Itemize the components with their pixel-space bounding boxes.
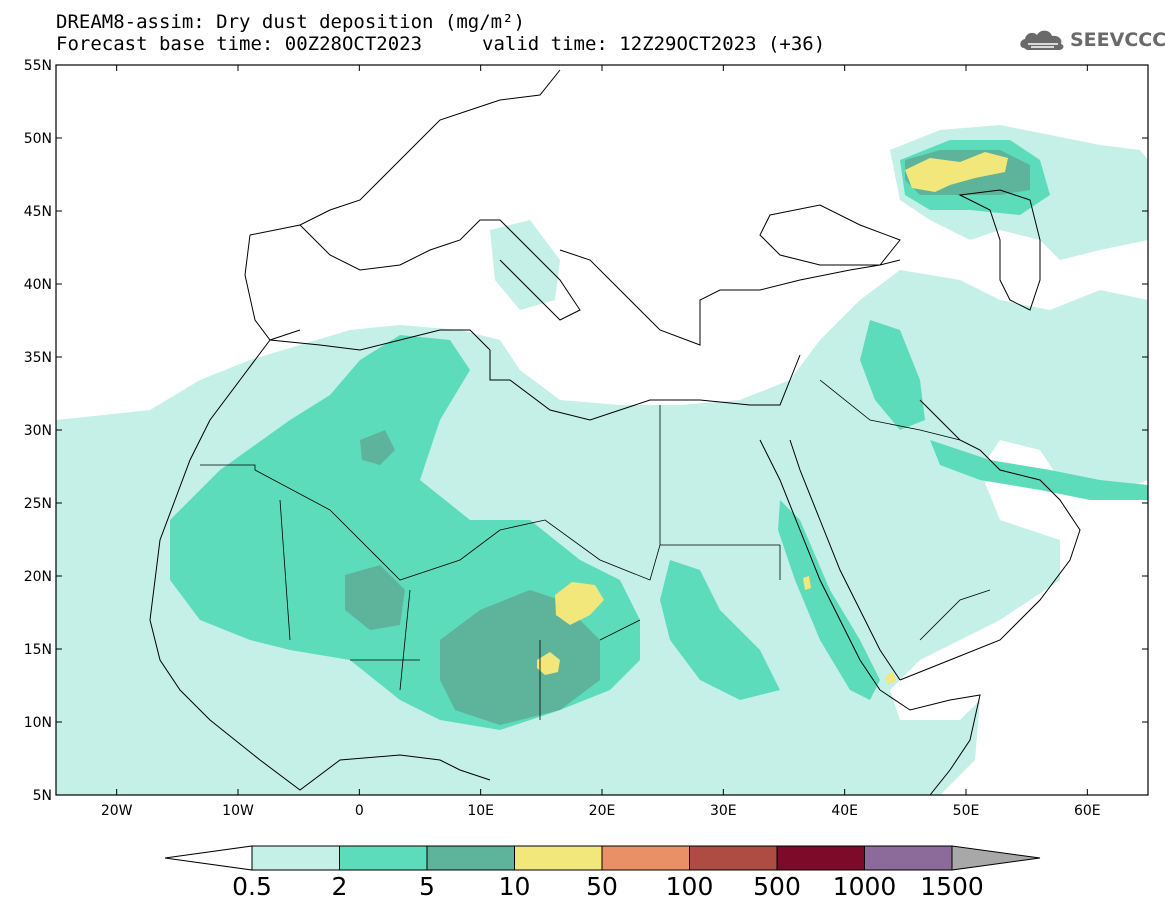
lon-tick-label: 60E <box>1074 803 1101 819</box>
colorbar-label: 50 <box>586 872 618 901</box>
colorbar-swatch <box>339 845 428 871</box>
coastline-west-africa <box>149 339 491 791</box>
lon-tick-label: 10W <box>222 803 254 819</box>
colorbar-swatch <box>689 845 778 871</box>
map-title: DREAM8-assim: Dry dust deposition (mg/m²… <box>56 11 525 33</box>
colorbar-under-triangle <box>164 845 253 871</box>
dust-region-light-atlantic <box>56 495 190 565</box>
dust-region-yellow-chad <box>537 652 560 675</box>
dust-region-dark-niger <box>345 565 405 630</box>
lat-tick-label: 25N <box>24 496 52 512</box>
lat-tick-label: 15N <box>24 642 52 658</box>
colorbar-swatch <box>601 845 690 871</box>
lon-tick-label: 10E <box>467 803 494 819</box>
lon-tick-label: 40E <box>831 803 858 819</box>
coastline-north-africa <box>269 329 801 421</box>
valid-time: valid time: 12Z29OCT2023 (+36) <box>482 33 826 55</box>
colorbar-swatch <box>514 845 603 871</box>
colorbar-label: 10 <box>498 872 531 901</box>
dust-region-mid-iraq <box>860 320 925 430</box>
lat-tick-label: 40N <box>24 277 52 293</box>
colorbar-label: 1000 <box>832 872 897 901</box>
cloud-icon <box>1020 30 1064 50</box>
lat-tick-label: 35N <box>24 350 52 366</box>
coastlines-and-borders <box>149 69 1081 795</box>
forecast-base-time: Forecast base time: 00Z28OCT2023 <box>56 33 423 55</box>
dust-region-dark-algeria <box>360 430 395 465</box>
colorbar <box>164 845 1041 871</box>
dust-region-yellow-sudan <box>803 576 811 590</box>
lat-tick-label: 5N <box>33 788 52 804</box>
lon-tick-label: 20W <box>101 803 133 819</box>
dust-region-dark-chad <box>440 590 600 725</box>
dust-region-mid-east-sudan <box>660 560 780 700</box>
dust-region-yellow-caspian <box>905 152 1008 192</box>
dust-region-yellow-tibesti <box>555 582 604 625</box>
colorbar-label: 2 <box>331 872 348 901</box>
colorbar-swatch <box>776 845 865 871</box>
colorbar-label: 1500 <box>920 872 984 901</box>
seevccc-logo: SEEVCCC <box>1018 26 1165 56</box>
coastline-red-sea <box>759 439 901 691</box>
lat-tick-label: 20N <box>24 569 52 585</box>
coastline-europe <box>244 69 901 346</box>
lat-tick-label: 10N <box>24 715 52 731</box>
lat-tick-label: 45N <box>24 204 52 220</box>
lon-tick-label: 50E <box>953 803 980 819</box>
lat-tick-label: 55N <box>24 58 52 74</box>
longitude-axis: 20W 10W 0 10E 20E 30E 40E 50E 60E <box>101 65 1101 819</box>
dust-region-mid-gulf <box>930 440 1148 500</box>
latitude-axis: 55N 50N 45N 40N 35N 30N 25N 20N 15N 10N 5N <box>24 58 1148 804</box>
colorbar-label: 0.5 <box>232 872 272 901</box>
coastline-caspian <box>958 189 1041 311</box>
coastline-black-sea <box>759 204 901 266</box>
colorbar-label: 5 <box>419 872 435 901</box>
coastline-horn <box>879 689 981 795</box>
colorbar-label: 100 <box>665 872 714 901</box>
dust-region-yellow-yemen <box>885 672 896 684</box>
colorbar-label: 500 <box>753 872 801 901</box>
lon-tick-label: 20E <box>589 803 616 819</box>
logo-text: SEEVCCC <box>1070 29 1165 51</box>
colorbar-swatch <box>426 845 515 871</box>
colorbar-swatch <box>864 845 953 871</box>
dust-field <box>56 125 1148 795</box>
colorbar-over-triangle <box>951 845 1041 871</box>
lon-tick-label: 30E <box>710 803 737 819</box>
political-borders <box>200 379 991 720</box>
lon-tick-label: 0 <box>355 803 364 819</box>
dust-region-light-italy <box>490 220 560 310</box>
lat-tick-label: 50N <box>24 131 52 147</box>
colorbar-swatch <box>251 845 340 871</box>
lat-tick-label: 30N <box>24 423 52 439</box>
